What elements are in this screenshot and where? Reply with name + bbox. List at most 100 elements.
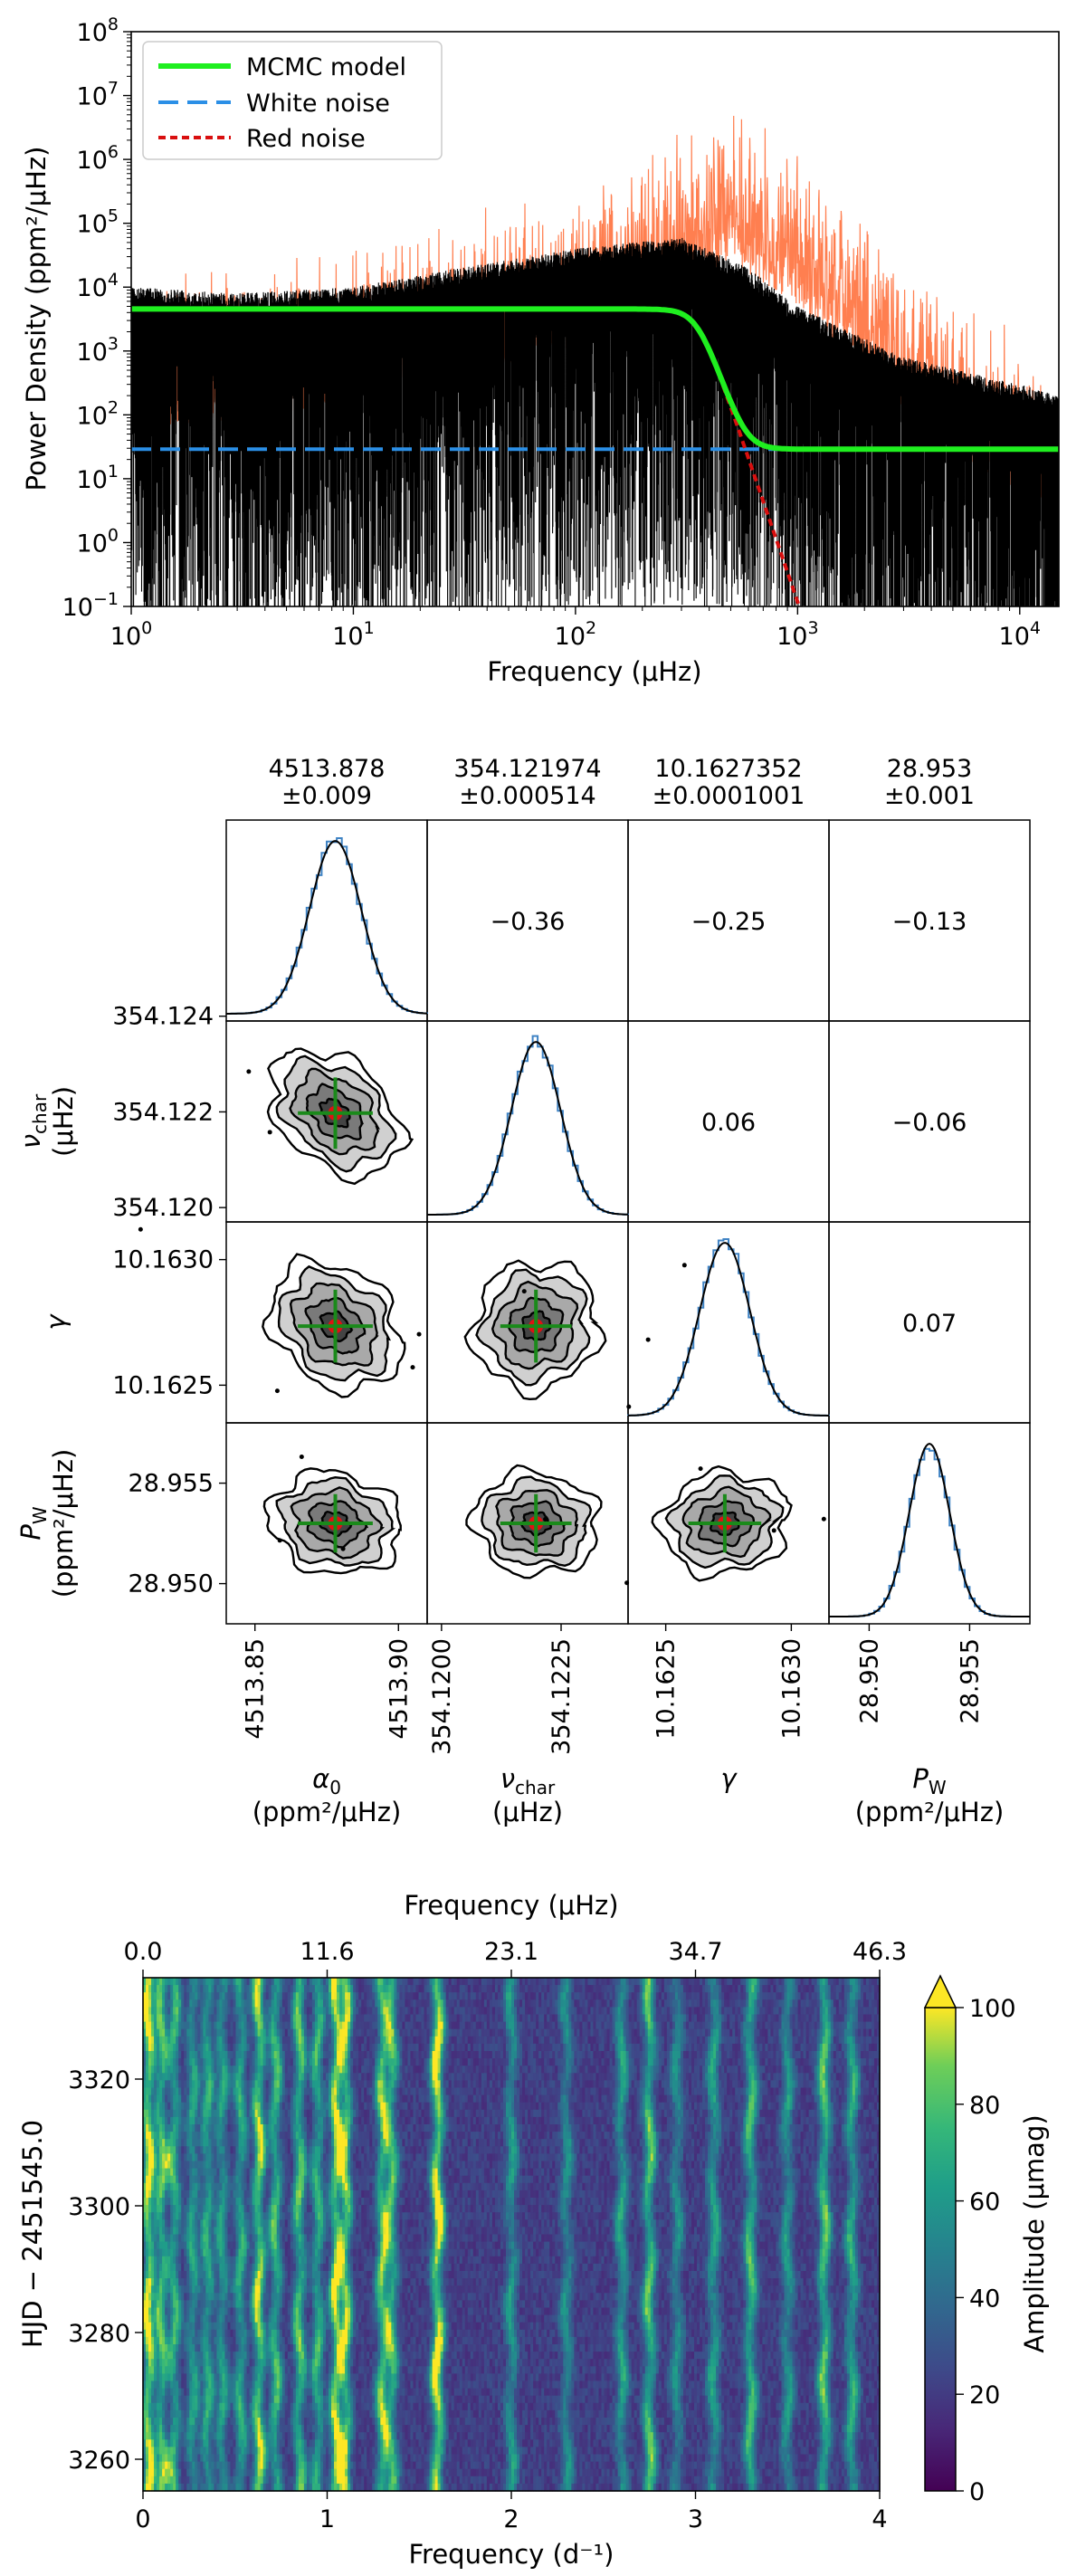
heatmap-cell [582,1999,586,2008]
heatmap-cell [786,1992,791,2000]
heatmap-cell [440,1985,444,1993]
corner-x-unit-label: (ppm²/μHz) [252,1797,402,1827]
heatmap-cell [462,1985,466,1993]
heatmap-cell [295,1999,300,2008]
heatmap-cell [598,1999,603,2008]
heatmap-cell [724,1992,728,2000]
heatmap-cell [688,1999,692,2008]
heatmap-cell [710,1992,714,2000]
heatmap-cell [816,1978,821,1986]
heatmap-cell [843,1999,848,2008]
heatmap-cell [639,1999,643,2008]
heatmap-cell [786,1978,791,1986]
heatmap-cell [348,1978,351,1986]
heatmap-cell [729,1992,733,2000]
heatmap-cell [151,2007,155,2016]
heatmap-cell [816,1999,821,2008]
heatmap-cell [767,1985,771,1993]
heatmap-cell [719,1999,722,2008]
heatmap-cell [642,1978,646,1986]
heatmap-cell [585,1985,589,1993]
heatmap-cell [486,1978,491,1986]
heatmap-cell [609,1999,614,2008]
heatmap-cell [271,1992,275,2000]
heatmap-cell [402,1992,406,2000]
heatmap-cell [178,1999,182,2008]
heatmap-cell [205,1985,209,1993]
heatmap-cell [835,1999,840,2008]
heatmap-cell [860,1978,864,1986]
heatmap-cell [394,1999,397,2008]
heatmap-cell [614,1985,619,1993]
corner-x-tick-label: 354.1225 [548,1638,576,1755]
heatmap-cell [361,1978,365,1986]
heatmap-cell [358,1985,362,1993]
heatmap-cell [265,1992,270,2000]
heatmap-cell [432,1999,436,2008]
heatmap-cell [478,1985,482,1993]
heatmap-cell [693,1978,698,1986]
heatmap-cell [159,1999,163,2008]
heatmap-cell [394,1978,397,1986]
heatmap-cell [429,1978,433,1986]
heatmap-cell [426,1985,431,1993]
heatmap-cell [519,1992,523,2000]
heatmap-cell [157,1992,160,2000]
heatmap-cell [151,1992,155,2000]
heatmap-cell [298,1992,302,2000]
heatmap-cell [165,1999,168,2008]
heatmap-cell [402,1985,406,1993]
heatmap-cell [789,1985,794,1993]
heatmap-cell [824,1999,829,2008]
heatmap-cell [811,1999,815,2008]
heatmap-cell [186,1999,190,2008]
legend-mcmc-label: MCMC model [246,53,406,81]
heatmap-cell [300,1985,305,1993]
heatmap-cell [489,1999,493,2008]
heatmap-cell [233,1999,237,2008]
heatmap-cell [568,1978,572,1986]
heatmap-cell [593,1985,597,1993]
heatmap-cell [424,1992,428,2000]
heatmap-cell [329,1992,332,2000]
heatmap-cell [494,1999,499,2008]
heatmap-cell [620,1992,624,2000]
heatmap-cell [862,1978,867,1986]
heatmap-cell [173,1978,176,1986]
heatmap-cell [361,1999,365,2008]
heatmap-cell [165,2007,168,2016]
heatmap-cell [224,1999,229,2008]
heatmap-cell [819,1992,824,2000]
heatmap-cell [536,1992,539,2000]
heatmap-cell [721,1985,725,1993]
heatmap-cell [871,1999,875,2008]
heatmap-cell [157,2007,160,2016]
heatmap-cell [197,1999,201,2008]
heatmap-cell [868,1992,872,2000]
heatmap-cell [388,1978,392,1986]
heatmap-cell [290,1985,294,1993]
heatmap-cell [724,1985,728,1993]
heatmap-cell [508,1992,512,2000]
heatmap-cell [781,1992,786,2000]
correlation-value: −0.13 [892,908,967,936]
heatmap-cell [833,1999,837,2008]
heatmap-cell [865,1999,870,2008]
heatmap-cell [337,1992,340,2000]
heatmap-cell [329,1999,332,2008]
heatmap-cell [614,1992,619,2000]
x-tick-label: 102 [555,618,596,651]
heatmap-cell [505,1999,510,2008]
heatmap-cell [549,1985,553,1993]
corner-y-param-label: PW [15,1506,51,1541]
heatmap-cell [216,1992,221,2000]
heatmap-cell [391,1992,395,2000]
heatmap-cell [598,1985,603,1993]
heatmap-cell [192,1978,195,1986]
heatmap-cell [440,1978,444,1986]
heatmap-cell [604,1999,608,2008]
heatmap-cell [309,1999,313,2008]
heatmap-cell [838,1999,843,2008]
heatmap-cell [235,1985,240,1993]
heatmap-cell [290,1978,294,1986]
